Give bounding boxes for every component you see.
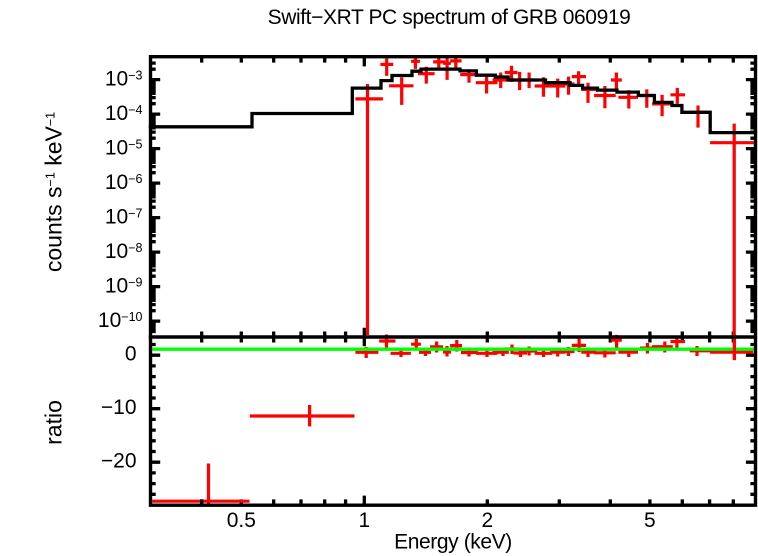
svg-text:Energy (keV): Energy (keV) bbox=[394, 531, 512, 554]
svg-text:0.5: 0.5 bbox=[227, 509, 256, 532]
svg-text:1: 1 bbox=[358, 509, 370, 532]
svg-text:2: 2 bbox=[481, 509, 493, 532]
svg-text:Swift−XRT PC spectrum of GRB 0: Swift−XRT PC spectrum of GRB 060919 bbox=[268, 6, 631, 29]
svg-text:−20: −20 bbox=[101, 450, 137, 473]
svg-text:ratio: ratio bbox=[41, 400, 67, 445]
svg-text:5: 5 bbox=[644, 509, 656, 532]
svg-text:−10: −10 bbox=[101, 396, 137, 419]
svg-text:counts s−1 keV−1: counts s−1 keV−1 bbox=[41, 112, 67, 272]
svg-text:0: 0 bbox=[125, 343, 137, 366]
